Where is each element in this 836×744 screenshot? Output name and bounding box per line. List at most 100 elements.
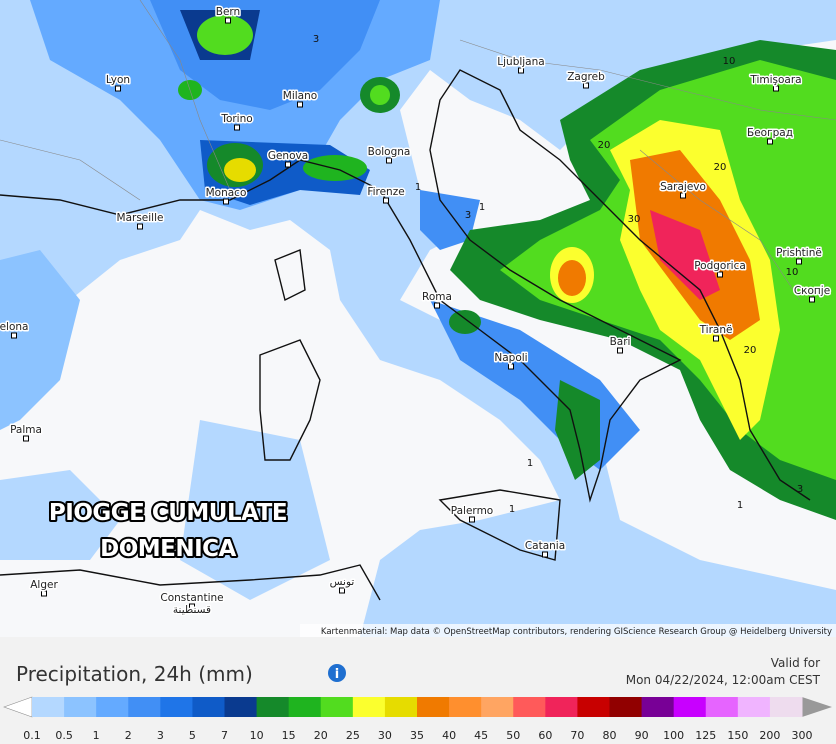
city-label: Palma: [10, 424, 42, 436]
scale-label: 200: [759, 729, 780, 742]
contour-label: 1: [509, 504, 515, 515]
city-marker: [680, 192, 686, 199]
info-icon[interactable]: [328, 664, 346, 682]
city-label: Скопје: [794, 285, 830, 297]
city-label: Bari: [610, 336, 631, 348]
scale-label: 1: [93, 729, 100, 742]
city-marker: [469, 516, 475, 523]
city-marker: [11, 332, 17, 339]
city-label: Alger: [30, 579, 58, 591]
city-label: تونس: [330, 576, 355, 588]
scale-label: 60: [538, 729, 552, 742]
scale-swatch: [577, 697, 610, 717]
city-marker: [223, 198, 229, 205]
city-label: Београд: [747, 127, 793, 139]
city-label: Marseille: [117, 212, 164, 224]
scale-swatch: [320, 697, 354, 717]
city-marker: [617, 347, 623, 354]
scale-label: 10: [250, 729, 264, 742]
contour-label: 20: [744, 345, 757, 356]
city-label: Prishtinë: [776, 247, 822, 259]
city-label: Firenze: [367, 186, 404, 198]
city-marker: [518, 67, 524, 74]
overlay-title: PIOGGE CUMULATE: [49, 500, 287, 526]
scale-swatch: [545, 697, 578, 717]
city-marker: [713, 335, 719, 342]
city-label: Bologna: [368, 146, 411, 158]
scale-label: 7: [221, 729, 228, 742]
city-marker: [234, 124, 240, 131]
city-marker: [285, 161, 291, 168]
scale-swatch: [352, 697, 386, 717]
precip-field: [0, 0, 836, 637]
scale-swatch: [160, 697, 193, 717]
city-marker: [137, 223, 143, 230]
scale-label: 2: [125, 729, 132, 742]
city-marker: [23, 435, 29, 442]
city-label: Sarajevo: [660, 181, 706, 193]
scale-swatch: [256, 697, 290, 717]
city-marker: [225, 17, 231, 24]
scale-swatch: [384, 697, 418, 717]
city-marker: [508, 363, 514, 370]
contour-label: 10: [723, 56, 736, 67]
borders: [0, 0, 836, 301]
scale-swatch: [673, 697, 707, 717]
city-label: Catania: [525, 540, 565, 552]
contour-label: 30: [628, 214, 641, 225]
city-label: Torino: [220, 113, 252, 125]
scale-label: 40: [442, 729, 456, 742]
contour-label: 1: [527, 458, 533, 469]
city-label: Bern: [216, 6, 240, 18]
city-marker: [767, 138, 773, 145]
city-marker: [773, 85, 779, 92]
contour-label: 3: [797, 484, 803, 495]
scale-swatch: [192, 697, 225, 717]
city-label: Roma: [422, 291, 452, 303]
city-marker: [383, 197, 389, 204]
city-label: Napoli: [494, 352, 527, 364]
coastlines: [0, 69, 811, 601]
city-marker: [796, 258, 802, 265]
city-label: Podgorica: [694, 260, 746, 272]
city-label: Genova: [268, 150, 308, 162]
contour-label: 1: [479, 202, 485, 213]
scale-label: 3: [157, 729, 164, 742]
scale-label: 80: [603, 729, 617, 742]
city-marker: [542, 551, 548, 558]
map: Kartenmaterial: Map data © OpenStreetMap…: [0, 0, 836, 637]
info-icon-glyph: i: [335, 667, 339, 682]
scale-label: 125: [695, 729, 716, 742]
scale-swatch: [513, 697, 546, 717]
contour-label: 1: [415, 182, 421, 193]
city-label: elona: [0, 321, 28, 333]
scale-label: 35: [410, 729, 424, 742]
contour-label: 20: [598, 140, 611, 151]
scale-label: 100: [663, 729, 684, 742]
city-label: Ljubljana: [497, 56, 544, 68]
scale-swatch: [737, 697, 771, 717]
scale-swatch: [481, 697, 514, 717]
scale-label: 90: [635, 729, 649, 742]
scale-swatch: [64, 697, 97, 717]
scale-label: 300: [792, 729, 813, 742]
scale-swatch: [769, 697, 803, 717]
scale-label: 5: [189, 729, 196, 742]
scale-swatch: [417, 697, 450, 717]
attribution: Kartenmaterial: Map data © OpenStreetMap…: [321, 627, 832, 637]
city-label: Zagreb: [567, 71, 605, 83]
city-label: Milano: [283, 90, 317, 102]
city-marker: [115, 85, 121, 92]
city-marker: [809, 296, 815, 303]
scale-label: 15: [282, 729, 296, 742]
scale-swatch: [224, 697, 258, 717]
scale-swatch: [705, 697, 739, 717]
scale-swatch: [609, 697, 643, 717]
legend-title: Precipitation, 24h (mm): [16, 662, 253, 686]
contour-label: 10: [786, 267, 799, 278]
city-marker: [339, 587, 345, 594]
city-label: Monaco: [206, 187, 247, 199]
city-label: Tiranë: [699, 324, 733, 336]
scale-swatch: [641, 697, 675, 717]
